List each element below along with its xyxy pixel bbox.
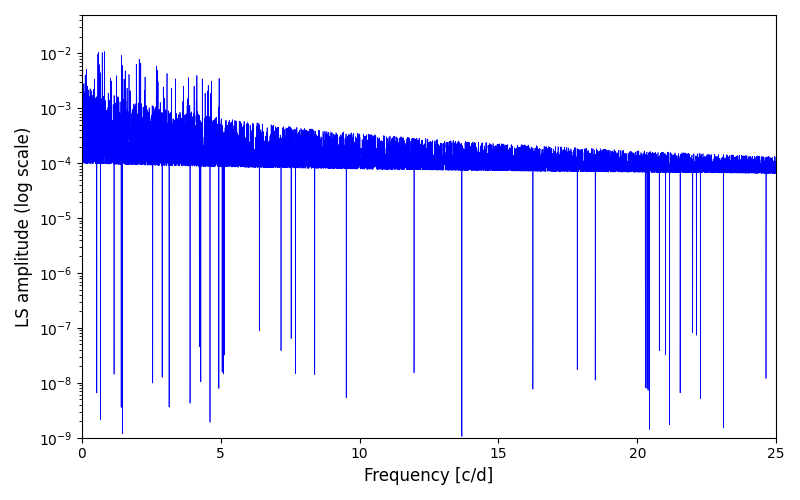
Y-axis label: LS amplitude (log scale): LS amplitude (log scale)	[15, 126, 33, 326]
X-axis label: Frequency [c/d]: Frequency [c/d]	[364, 467, 494, 485]
